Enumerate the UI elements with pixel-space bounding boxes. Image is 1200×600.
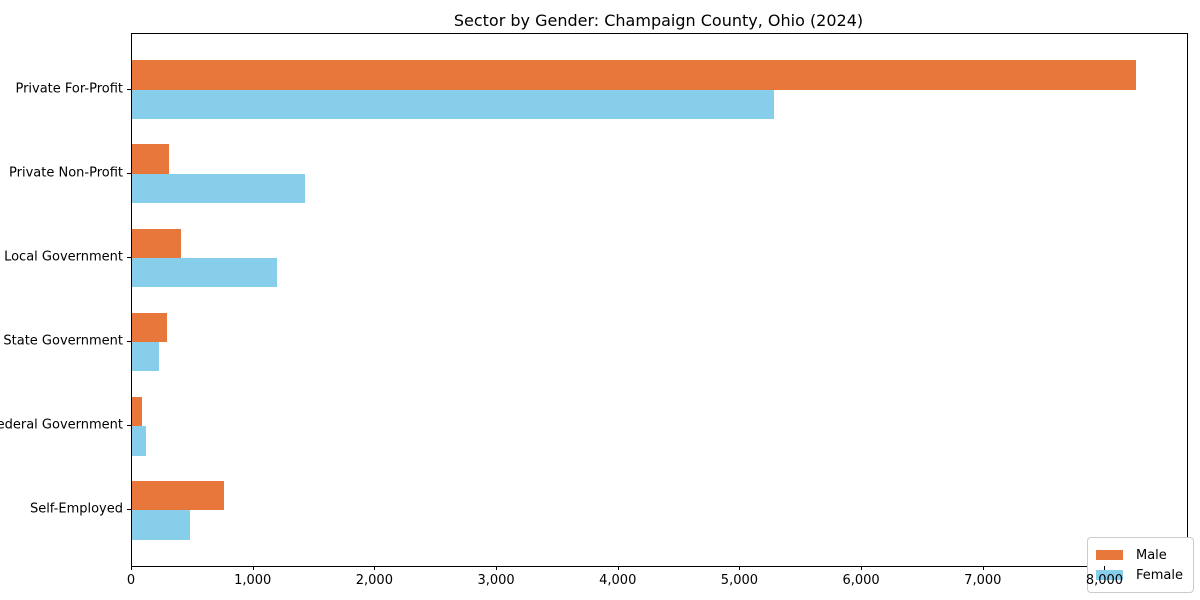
x-tick-label-6000: 6,000: [842, 573, 880, 588]
legend: Male Female: [1086, 537, 1194, 593]
category-label-private-for-profit: Private For-Profit: [15, 81, 123, 97]
x-tick-0: [131, 566, 132, 570]
x-tick-label-0: 0: [126, 573, 136, 588]
y-tick-local-government: [127, 256, 131, 258]
x-tick-1000: [252, 566, 254, 570]
legend-row-female: Female: [1095, 565, 1183, 585]
x-tick-label-3000: 3,000: [477, 573, 515, 588]
bar-female-self-employed: [132, 510, 190, 540]
bar-male-local-government: [132, 228, 181, 258]
chart-title: Sector by Gender: Champaign County, Ohio…: [453, 11, 864, 30]
y-tick-state-government: [127, 341, 131, 343]
y-tick-private-non-profit: [127, 172, 131, 174]
bar-female-local-government: [132, 257, 277, 288]
plot-area: [131, 33, 1188, 567]
x-tick-8000: [1104, 566, 1106, 570]
legend-swatch-male: [1095, 550, 1123, 560]
x-tick-label-2000: 2,000: [355, 573, 393, 588]
x-tick-label-4000: 4,000: [599, 573, 637, 588]
bar-female-private-non-profit: [132, 173, 305, 204]
bar-female-state-government: [132, 342, 159, 372]
x-tick-label-7000: 7,000: [964, 573, 1002, 588]
bar-male-federal-government: [132, 396, 143, 427]
bar-male-private-for-profit: [132, 60, 1136, 90]
x-tick-6000: [861, 566, 863, 570]
category-label-state-government: State Government: [3, 333, 123, 349]
x-tick-label-5000: 5,000: [720, 573, 759, 588]
bar-female-federal-government: [132, 426, 146, 456]
x-tick-label-8000: 8,000: [1085, 573, 1124, 588]
legend-swatch-female: [1095, 570, 1123, 580]
x-tick-5000: [739, 566, 741, 570]
bar-male-private-non-profit: [132, 144, 169, 174]
x-tick-3000: [496, 566, 498, 570]
bar-female-private-for-profit: [132, 89, 775, 120]
legend-row-male: Male: [1095, 545, 1183, 565]
category-label-local-government: Local Government: [4, 249, 123, 265]
legend-label-male: Male: [1135, 547, 1167, 563]
category-label-self-employed: Self-Employed: [29, 501, 123, 517]
legend-label-female: Female: [1135, 567, 1183, 583]
y-tick-private-for-profit: [127, 88, 131, 90]
bar-male-state-government: [132, 312, 168, 343]
x-tick-label-1000: 1,000: [234, 573, 272, 588]
bar-male-self-employed: [132, 480, 225, 511]
category-label-private-non-profit: Private Non-Profit: [9, 165, 123, 181]
x-tick-4000: [617, 566, 619, 570]
y-tick-self-employed: [127, 509, 131, 511]
category-label-federal-government: Federal Government: [0, 417, 123, 433]
y-tick-federal-government: [127, 425, 131, 427]
x-tick-2000: [374, 566, 376, 570]
x-tick-7000: [982, 566, 984, 570]
